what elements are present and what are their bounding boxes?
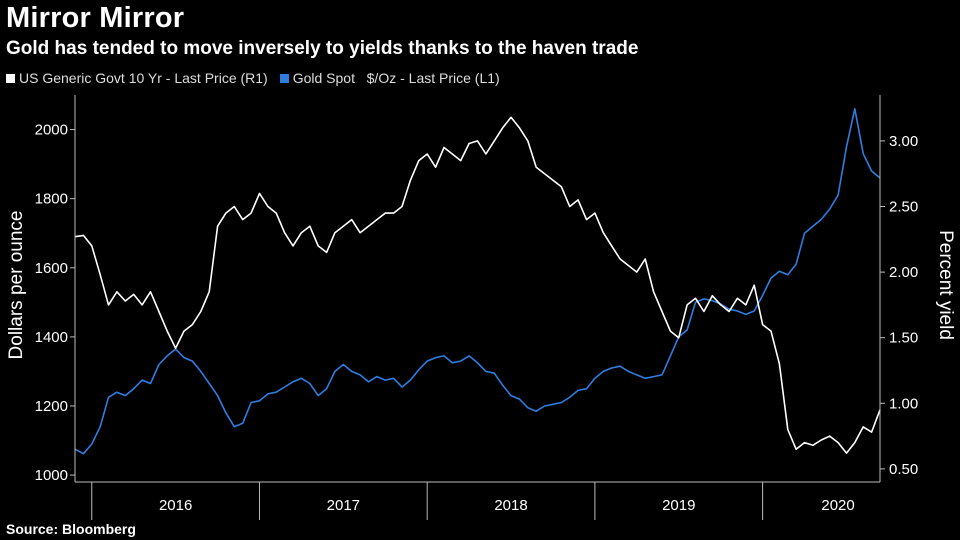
y-right-tick-label: 0.50 (889, 461, 918, 478)
y-left-tick-label: 1400 (35, 329, 68, 346)
chart-title: Mirror Mirror (6, 2, 185, 34)
y-right-tick-label: 2.50 (889, 199, 918, 216)
axis-layer: 1000 1200 1400 1600 1800 2000 0.50 1.00 1.50 2.00… (35, 95, 918, 514)
x-tick-label: 2020 (821, 497, 854, 514)
grid-layer (91, 482, 764, 520)
yield-series-layer (74, 116, 881, 454)
legend-item-gold: Gold Spot $/Oz - Last Price (L1) (279, 70, 500, 86)
gold-price-line (74, 108, 881, 455)
legend-label-yield: US Generic Govt 10 Yr - Last Price (R1) (19, 70, 268, 86)
y-left-tick-label: 1200 (35, 398, 68, 415)
x-tick-label: 2017 (327, 497, 360, 514)
y-left-tick-label: 1600 (35, 260, 68, 277)
y-left-tick-label: 2000 (35, 122, 68, 139)
legend: US Generic Govt 10 Yr - Last Price (R1) … (6, 70, 512, 86)
y-left-tick-label: 1800 (35, 191, 68, 208)
legend-item-yield: US Generic Govt 10 Yr - Last Price (R1) (6, 70, 268, 86)
y-axis-left-label: Dollars per ounce (6, 211, 27, 360)
chart-subtitle: Gold has tended to move inversely to yie… (6, 38, 639, 59)
legend-swatch-gold (279, 73, 289, 83)
gold-series-layer (74, 108, 881, 455)
x-tick-label: 2019 (662, 497, 695, 514)
y-right-tick-label: 1.00 (889, 395, 918, 412)
x-tick-label: 2018 (494, 497, 527, 514)
source-note: Source: Bloomberg (6, 521, 136, 537)
legend-swatch-yield (6, 73, 15, 83)
x-tick-label: 2016 (159, 497, 192, 514)
y-right-tick-label: 2.00 (889, 264, 918, 281)
y-axis-right-label: Percent yield (935, 230, 956, 340)
y-right-tick-label: 3.00 (889, 133, 918, 150)
y-left-tick-label: 1000 (35, 467, 68, 484)
y-right-tick-label: 1.50 (889, 330, 918, 347)
treasury-yield-line (74, 116, 881, 454)
legend-label-gold: Gold Spot $/Oz - Last Price (L1) (292, 70, 500, 86)
